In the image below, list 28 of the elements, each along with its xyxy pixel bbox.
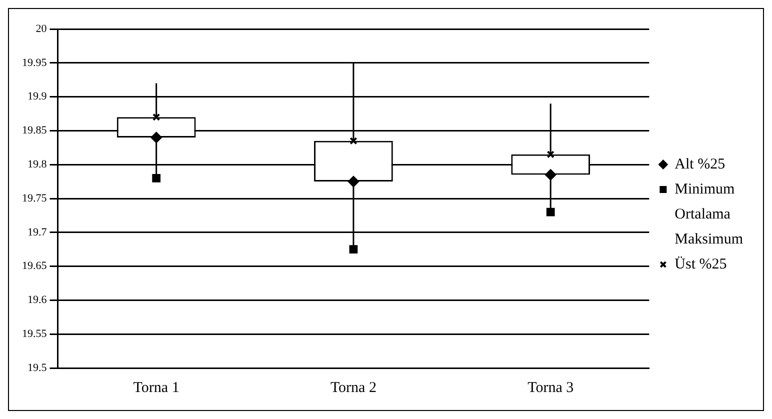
x-tick-label: Torna 2: [330, 380, 376, 396]
point: [152, 113, 160, 121]
y-tick-label: 19.6: [28, 294, 48, 306]
y-tick-label: 20: [36, 22, 48, 35]
legend-label: Maksimum: [674, 231, 744, 248]
point: [348, 176, 359, 188]
y-tick-label: 19.55: [22, 328, 48, 340]
legend-label: Ortalama: [674, 206, 731, 222]
point: [546, 150, 554, 158]
y-tick-label: 19.8: [28, 158, 48, 170]
point: [546, 208, 555, 216]
point: [150, 132, 162, 143]
legend-label: Minimum: [674, 181, 736, 198]
x-tick-label: Torna 1: [133, 380, 180, 396]
point: [152, 174, 160, 182]
x-tick-label: Torna 3: [528, 380, 574, 396]
y-tick-label: 19.7: [28, 226, 48, 238]
y-tick-label: 19.5: [28, 362, 48, 374]
y-tick-label: 19.65: [22, 260, 48, 272]
legend-label: Alt %25: [674, 156, 726, 172]
point: [545, 169, 556, 180]
point: [349, 245, 358, 254]
legend-label: Üst %25: [674, 255, 727, 272]
y-tick-label: 19.85: [22, 124, 48, 137]
y-tick-label: 19.9: [28, 90, 48, 103]
y-tick-label: 19.95: [22, 56, 48, 69]
y-tick-label: 19.75: [22, 192, 48, 204]
point: [350, 137, 358, 145]
